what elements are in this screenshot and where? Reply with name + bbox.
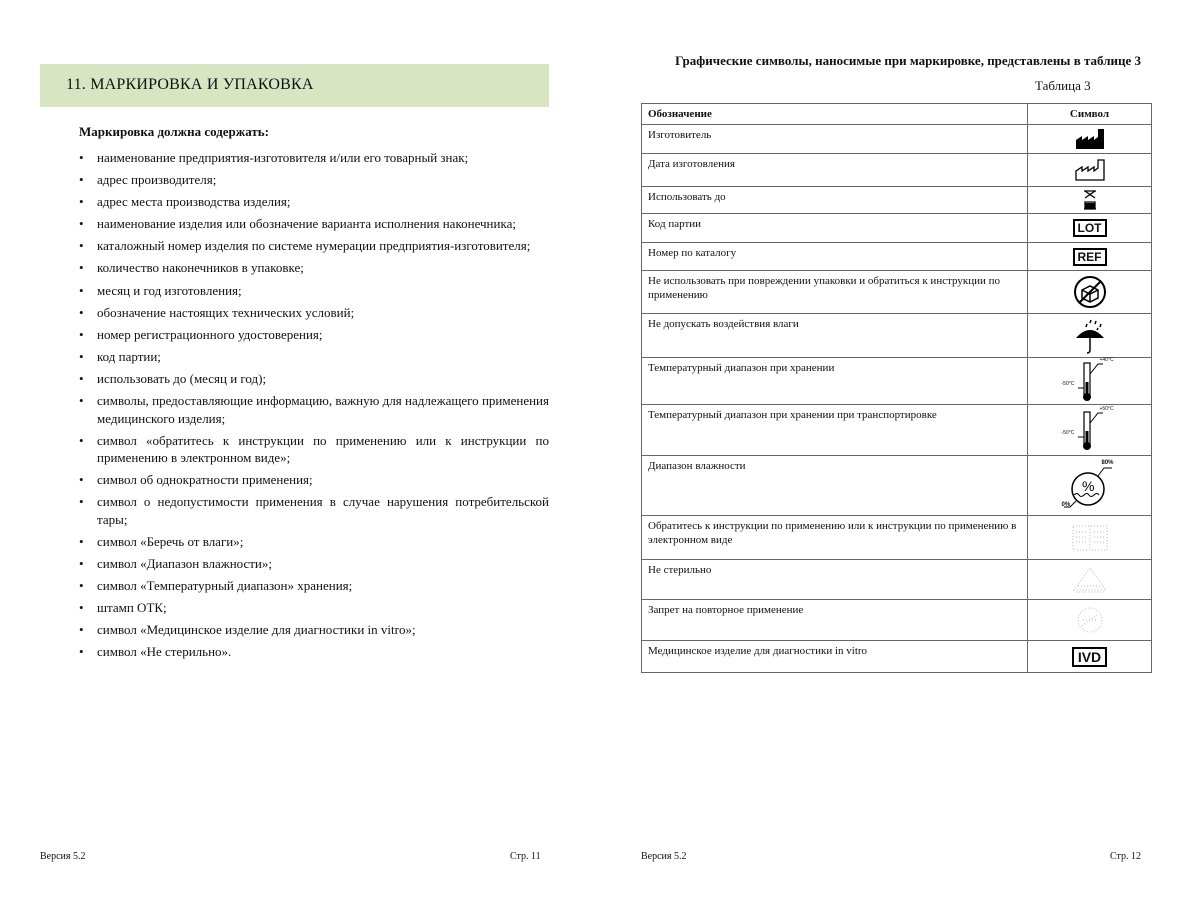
symbol-cell: LOT — [1027, 213, 1152, 243]
symbol-cell — [1027, 599, 1152, 641]
list-item: наименование предприятия-изготовителя и/… — [79, 149, 549, 167]
list-item: символ «Медицинское изделие для диагност… — [79, 621, 549, 639]
thermometer-icon: +50°C -50°C — [1030, 406, 1149, 451]
list-item: символ о недопустимости применения в слу… — [79, 493, 549, 528]
list-item: наименование изделия или обозначение вар… — [79, 215, 549, 233]
list-item: символ «Диапазон влажности»; — [79, 555, 549, 573]
header-designation: Обозначение — [641, 103, 1028, 125]
designation-cell: Код партии — [641, 213, 1028, 243]
damaged-package-icon — [1073, 276, 1107, 308]
table-caption: Таблица 3 — [1035, 78, 1091, 93]
designation-cell: Температурный диапазон при хранении при … — [641, 404, 1028, 456]
designation-cell: Не использовать при повреждении упаковки… — [641, 270, 1028, 314]
symbol-cell — [1027, 153, 1152, 187]
designation-cell: Не допускать воздействия влаги — [641, 313, 1028, 358]
table-row: Код партии LOT — [641, 213, 1152, 243]
symbol-cell — [1027, 559, 1152, 600]
footer-version-right: Версия 5.2 — [641, 851, 687, 862]
lot-icon: LOT — [1072, 219, 1107, 237]
table-row: Номер по каталогу REF — [641, 242, 1152, 271]
list-item: количество наконечников в упаковке; — [79, 259, 549, 277]
symbol-cell — [1027, 186, 1152, 214]
designation-cell: Диапазон влажности — [641, 455, 1028, 516]
list-item: месяц и год изготовления; — [79, 282, 549, 300]
symbol-cell: % 80% 0% — [1027, 455, 1152, 516]
list-item: штамп ОТК; — [79, 599, 549, 617]
designation-cell: Изготовитель — [641, 124, 1028, 154]
list-item: адрес производителя; — [79, 171, 549, 189]
list-item: обозначение настоящих технических услови… — [79, 304, 549, 322]
umbrella-icon — [1073, 319, 1107, 354]
table-row: Обратитесь к инструкции по применению ил… — [641, 515, 1152, 560]
do-not-reuse-icon — [1070, 607, 1110, 633]
symbol-cell — [1027, 124, 1152, 154]
subheading: Маркировка должна содержать: — [79, 124, 269, 139]
list-item: код партии; — [79, 348, 549, 366]
list-item: символ «обратитесь к инструкции по приме… — [79, 432, 549, 467]
symbol-cell: IVD — [1027, 640, 1152, 673]
symbols-table: Обозначение Символ Изготовитель Дата изго… — [641, 103, 1152, 673]
list-item: символ «Не стерильно». — [79, 643, 549, 661]
list-item: символ об однократности применения; — [79, 471, 549, 489]
designation-cell: Номер по каталогу — [641, 242, 1028, 271]
ref-icon: REF — [1072, 247, 1107, 266]
list-item: адрес места производства изделия; — [79, 193, 549, 211]
manufacturer-icon — [1075, 129, 1105, 149]
humidity-icon: % 80% 0% — [1061, 459, 1114, 508]
table-row: Не использовать при повреждении упаковки… — [641, 270, 1152, 314]
non-sterile-icon — [1070, 566, 1110, 592]
list-item: использовать до (месяц и год); — [79, 370, 549, 388]
symbol-cell — [1027, 515, 1152, 560]
thermometer-icon: +40°C -50°C — [1030, 357, 1149, 402]
footer-version-left: Версия 5.2 — [40, 851, 86, 862]
list-item: номер регистрационного удостоверения; — [79, 326, 549, 344]
table-row: Диапазон влажности % 80% 0% — [641, 455, 1152, 516]
section-title: 11. МАРКИРОВКА И УПАКОВКА — [66, 76, 314, 93]
designation-cell: Температурный диапазон при хранении — [641, 357, 1028, 405]
marking-list: наименование предприятия-изготовителя и/… — [79, 149, 549, 665]
header-symbol: Символ — [1027, 103, 1152, 125]
designation-cell: Медицинское изделие для диагностики in v… — [641, 640, 1028, 673]
list-item: символ «Температурный диапазон» хранения… — [79, 577, 549, 595]
symbol-cell: REF — [1027, 242, 1152, 271]
list-item: каталожный номер изделия по системе нуме… — [79, 237, 549, 255]
designation-cell: Обратитесь к инструкции по применению ил… — [641, 515, 1028, 560]
table-row: Не стерильно — [641, 559, 1152, 600]
svg-text:%: % — [1082, 478, 1094, 494]
table-row: Запрет на повторное применение — [641, 599, 1152, 641]
table-intro-title: Графические символы, наносимые при марки… — [675, 53, 1141, 68]
designation-cell: Запрет на повторное применение — [641, 599, 1028, 641]
table-row: Не допускать воздействия влаги — [641, 313, 1152, 358]
symbol-cell: +40°C -50°C — [1027, 357, 1152, 405]
date-of-manufacture-icon — [1074, 159, 1105, 181]
table-row: Температурный диапазон при хранении при … — [641, 404, 1152, 456]
symbol-cell: +50°C -50°C — [1027, 404, 1152, 456]
table-row: Использовать до — [641, 186, 1152, 214]
ivd-icon: IVD — [1071, 646, 1108, 667]
symbol-cell — [1027, 270, 1152, 314]
table-row: Медицинское изделие для диагностики in v… — [641, 640, 1152, 673]
designation-cell: Дата изготовления — [641, 153, 1028, 187]
section-title-band: 11. МАРКИРОВКА И УПАКОВКА — [40, 64, 549, 107]
designation-cell: Использовать до — [641, 186, 1028, 214]
table-row: Изготовитель — [641, 124, 1152, 154]
list-item: символ «Беречь от влаги»; — [79, 533, 549, 551]
footer-page-left: Стр. 11 — [510, 851, 541, 862]
designation-cell: Не стерильно — [641, 559, 1028, 600]
footer-page-right: Стр. 12 — [1110, 851, 1142, 862]
table-row: Температурный диапазон при хранении +40°C… — [641, 357, 1152, 405]
eifu-icon — [1070, 525, 1110, 550]
list-item: символы, предоставляющие информацию, важ… — [79, 392, 549, 427]
symbol-cell — [1027, 313, 1152, 358]
table-row: Дата изготовления — [641, 153, 1152, 187]
hourglass-icon — [1083, 190, 1097, 210]
